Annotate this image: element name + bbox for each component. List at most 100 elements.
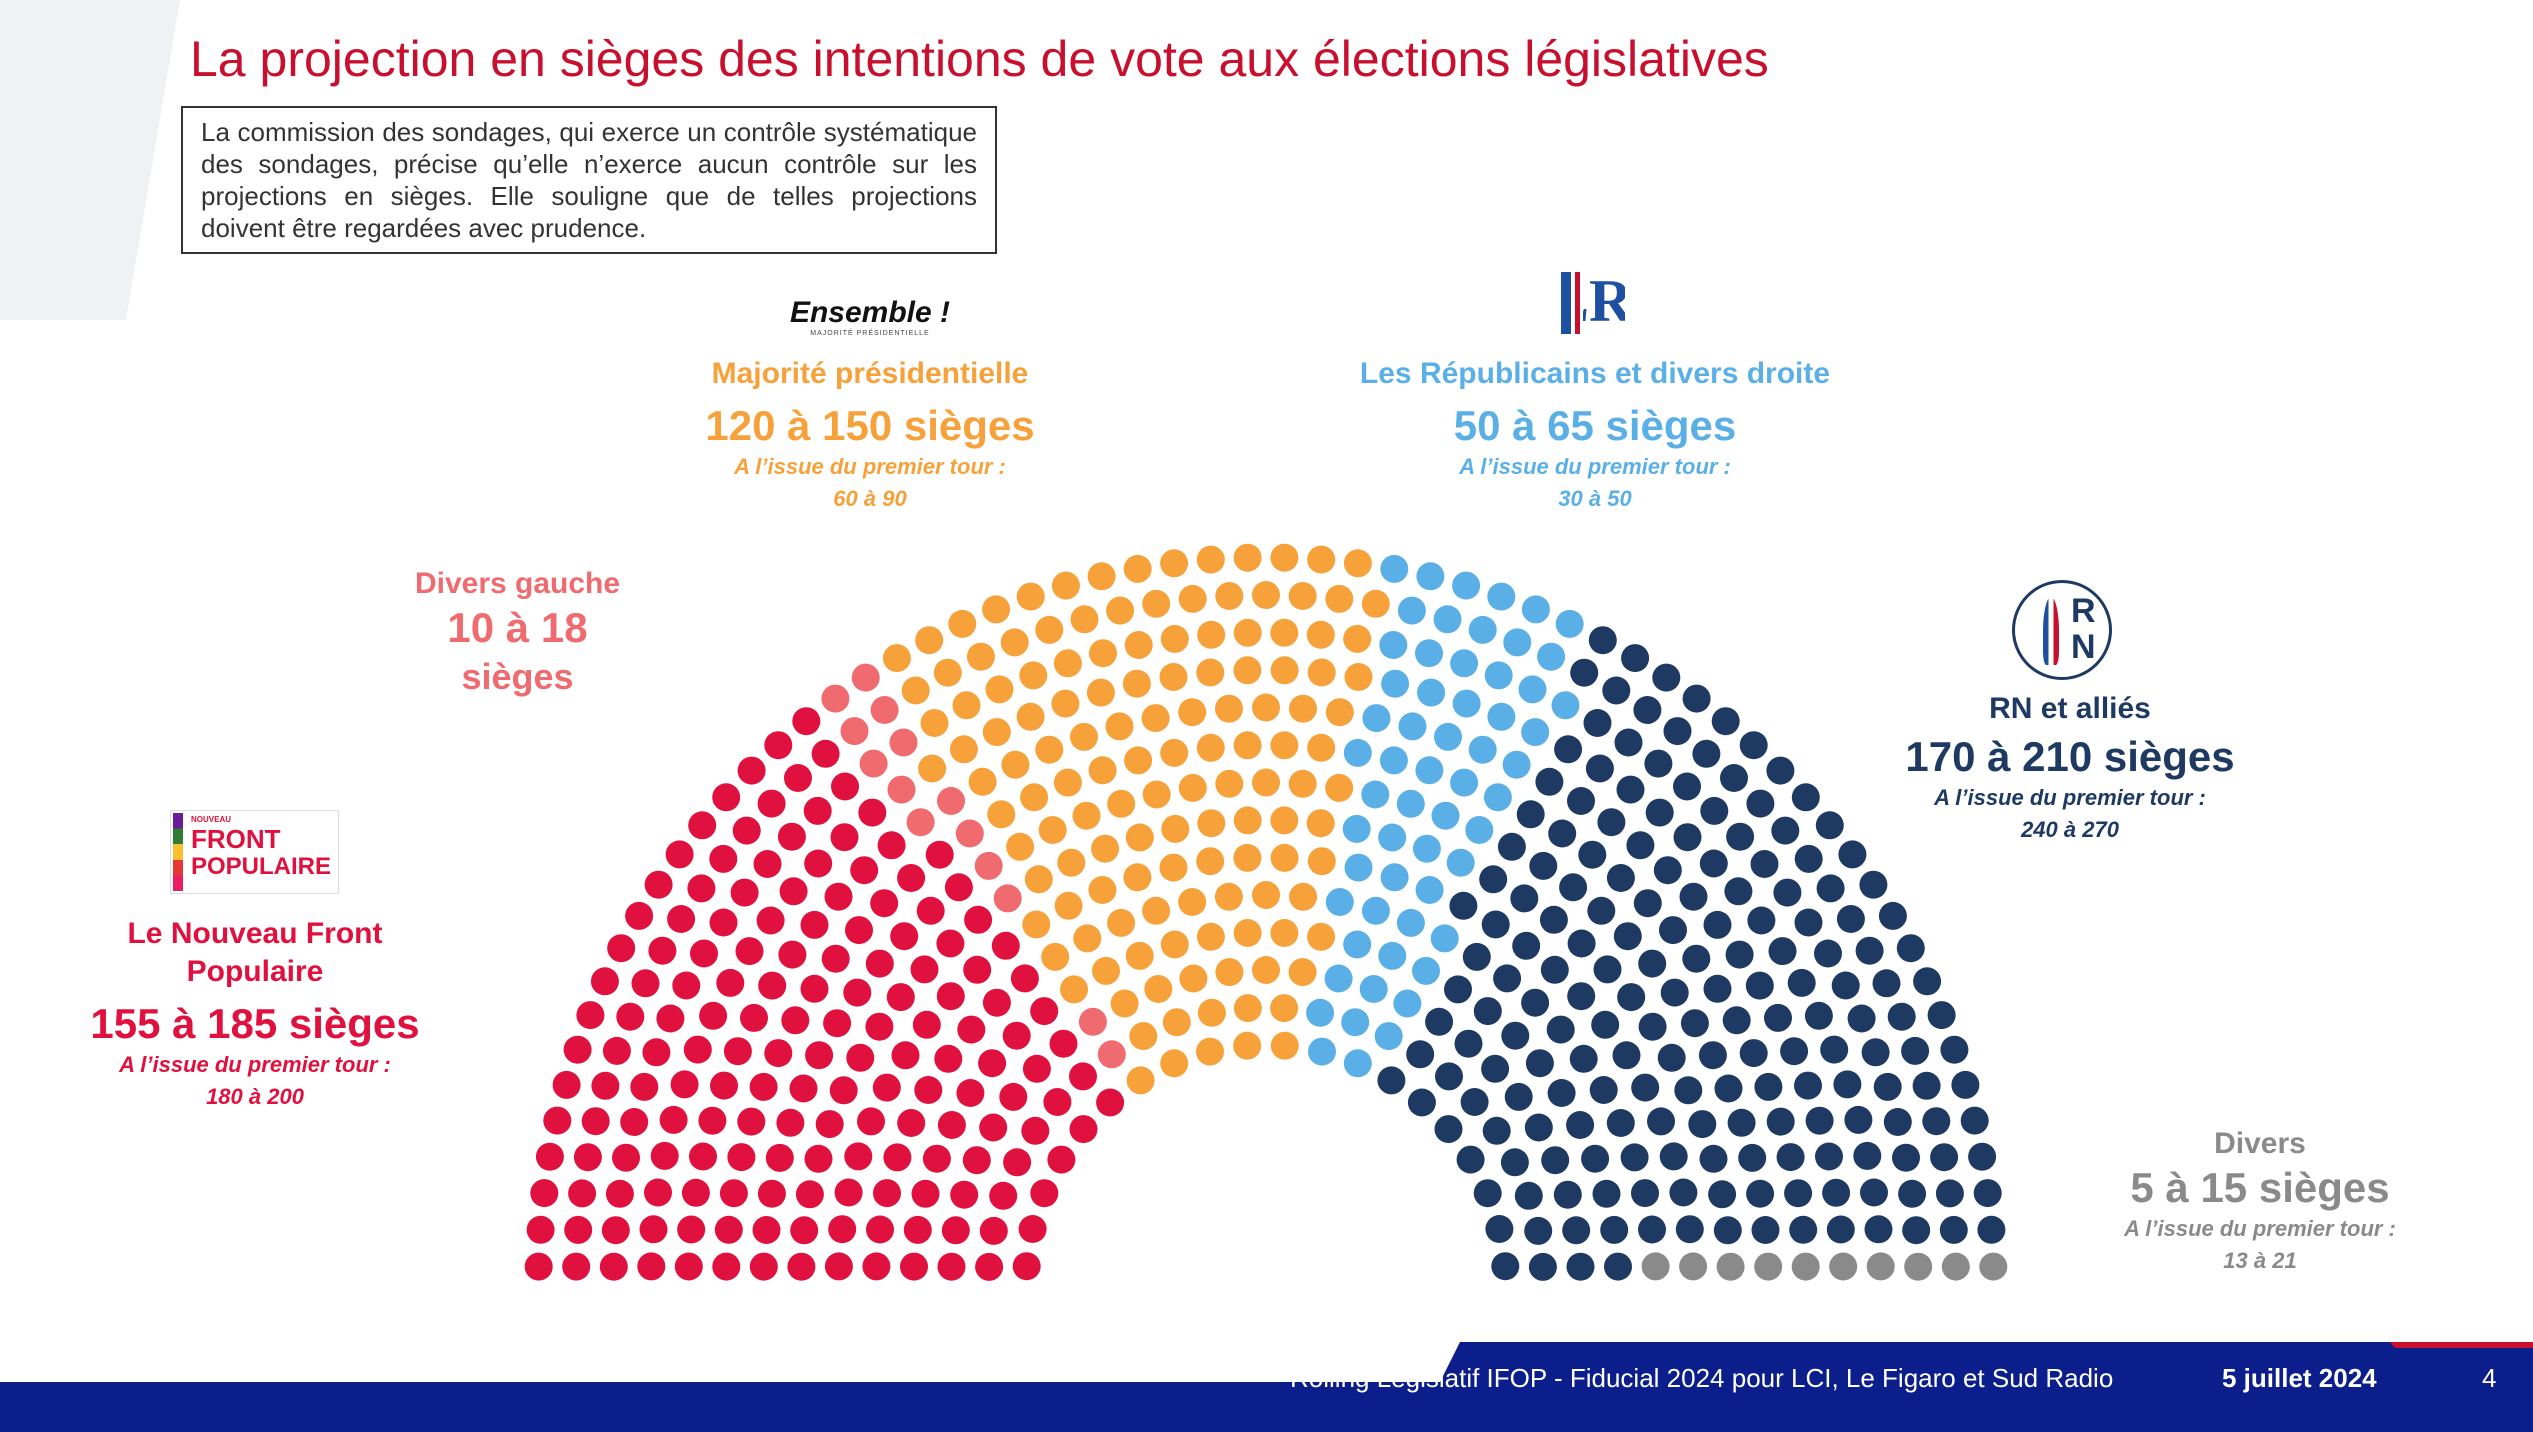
seat-dot-group-0 xyxy=(778,940,807,969)
seat-dot-group-4 xyxy=(1688,1110,1717,1139)
seat-dot-group-2 xyxy=(1343,624,1372,653)
seat-dot-group-3 xyxy=(1308,1037,1336,1066)
seat-dot-group-4 xyxy=(1940,1035,1969,1064)
seat-dot-group-4 xyxy=(1454,1029,1483,1058)
seat-dot-group-2 xyxy=(952,691,981,720)
seat-dot-group-0 xyxy=(843,978,872,1007)
ensemble-logo: Ensemble ! MAJORITÉ PRÉSIDENTIELLE xyxy=(740,296,1000,337)
seat-dot-group-5 xyxy=(1941,1252,1970,1281)
seat-dot-group-4 xyxy=(1604,1252,1632,1281)
seat-dot-group-4 xyxy=(1898,1179,1927,1208)
seat-dot-group-3 xyxy=(1361,896,1390,925)
seat-dot-group-4 xyxy=(1930,1143,1959,1172)
seat-dot-group-3 xyxy=(1412,956,1440,985)
seat-dot-group-2 xyxy=(1051,571,1080,600)
nfp-seats: 155 à 185 sièges xyxy=(90,1000,420,1047)
seat-dot-group-2 xyxy=(1019,661,1048,690)
seat-dot-group-0 xyxy=(714,1215,743,1244)
seat-dot-group-2 xyxy=(1123,554,1152,583)
seat-dot-group-2 xyxy=(1178,773,1207,802)
seat-dot-group-4 xyxy=(1479,865,1508,894)
seat-dot-group-0 xyxy=(630,1072,659,1101)
seat-dot-group-2 xyxy=(1038,816,1067,844)
seat-dot-group-0 xyxy=(650,1141,679,1170)
seat-dot-group-2 xyxy=(1178,698,1207,727)
seat-dot-group-0 xyxy=(830,823,859,852)
seat-dot-group-3 xyxy=(1430,924,1459,953)
seat-dot-group-4 xyxy=(1939,1215,1968,1244)
seat-dot-group-0 xyxy=(787,1252,816,1281)
seat-dot-group-4 xyxy=(1524,1216,1553,1245)
seat-dot-group-0 xyxy=(922,1144,951,1173)
lr-logo-red-bar xyxy=(1575,272,1580,334)
seat-dot-group-4 xyxy=(1745,971,1774,1000)
seat-dot-group-0 xyxy=(1012,1252,1041,1281)
seat-dot-group-3 xyxy=(1306,998,1335,1027)
seat-dot-group-2 xyxy=(1122,669,1151,698)
seat-dot-group-4 xyxy=(1860,1178,1888,1207)
seat-dot-group-4 xyxy=(1583,709,1612,737)
seat-dot-group-4 xyxy=(1725,940,1754,969)
rn-label: RN et alliés 170 à 210 sièges A l’issue … xyxy=(1860,690,2280,846)
seat-dot-group-2 xyxy=(1125,823,1154,852)
seat-dot-group-2 xyxy=(1270,656,1299,685)
seat-dot-group-0 xyxy=(776,1108,805,1137)
seat-dot-group-4 xyxy=(1562,1216,1591,1245)
seat-dot-group-2 xyxy=(966,642,995,671)
ens-seats: 120 à 150 sièges xyxy=(705,402,1035,449)
seat-dot-group-4 xyxy=(1592,1179,1621,1208)
seat-dot-group-2 xyxy=(1306,809,1335,838)
seat-dot-group-0 xyxy=(999,1082,1028,1111)
seat-dot-group-4 xyxy=(1784,1179,1813,1208)
seat-dot-group-0 xyxy=(866,1215,894,1244)
seat-dot-group-4 xyxy=(1847,1004,1876,1033)
seat-dot-group-0 xyxy=(779,877,808,906)
seat-dot-group-3 xyxy=(1380,863,1409,892)
seat-dot-group-4 xyxy=(1406,1040,1435,1069)
seat-dot-group-0 xyxy=(526,1215,555,1244)
seat-dot-group-4 xyxy=(1485,1215,1514,1243)
seat-dot-group-0 xyxy=(607,934,636,963)
seat-dot-group-4 xyxy=(1766,1107,1795,1136)
seat-dot-group-4 xyxy=(1638,1012,1667,1041)
seat-dot-group-0 xyxy=(690,939,718,968)
seat-dot-group-2 xyxy=(1233,656,1262,685)
seat-dot-group-1 xyxy=(974,851,1003,880)
seat-dot-group-4 xyxy=(1673,772,1701,801)
seat-dot-group-4 xyxy=(1473,997,1502,1026)
seat-dot-group-0 xyxy=(910,955,939,984)
nfp-logo-stripes xyxy=(173,813,183,891)
seat-dot-group-4 xyxy=(1714,1074,1743,1103)
seat-dot-group-3 xyxy=(1379,631,1408,659)
nfp-logo: NOUVEAU FRONT POPULAIRE xyxy=(170,810,339,894)
seat-dot-group-0 xyxy=(964,905,993,934)
seat-dot-group-0 xyxy=(562,1252,591,1281)
seat-dot-group-2 xyxy=(1107,908,1136,937)
seat-dot-group-4 xyxy=(1768,937,1797,966)
seat-dot-group-4 xyxy=(1675,1215,1704,1244)
seat-dot-group-0 xyxy=(925,840,954,869)
seat-dot-group-4 xyxy=(1815,1142,1843,1171)
seat-dot-group-4 xyxy=(1804,1001,1833,1030)
seat-dot-group-2 xyxy=(1196,545,1225,574)
seat-dot-group-0 xyxy=(719,1179,748,1208)
seat-dot-group-3 xyxy=(1416,562,1445,591)
seat-dot-group-0 xyxy=(620,1108,649,1136)
seat-dot-group-2 xyxy=(1233,843,1262,872)
seat-dot-group-4 xyxy=(1633,696,1662,724)
seat-dot-group-5 xyxy=(1979,1252,2008,1281)
seat-dot-group-1 xyxy=(821,684,850,713)
seat-dot-group-2 xyxy=(1035,735,1064,764)
disclaimer-box: La commission des sondages, qui exerce u… xyxy=(181,106,997,254)
seat-dot-group-4 xyxy=(1673,823,1702,852)
seat-dot-group-0 xyxy=(740,1003,768,1032)
seat-dot-group-3 xyxy=(1397,596,1426,625)
seat-dot-group-0 xyxy=(803,796,832,825)
seat-dot-group-3 xyxy=(1344,853,1373,882)
lr-logo-blue-bar xyxy=(1561,272,1571,334)
seat-dot-group-4 xyxy=(1754,1072,1783,1101)
seat-dot-group-0 xyxy=(672,971,701,1000)
seat-dot-group-0 xyxy=(568,1179,597,1208)
seat-dot-group-4 xyxy=(1652,663,1681,692)
seat-dot-group-4 xyxy=(1626,831,1655,860)
